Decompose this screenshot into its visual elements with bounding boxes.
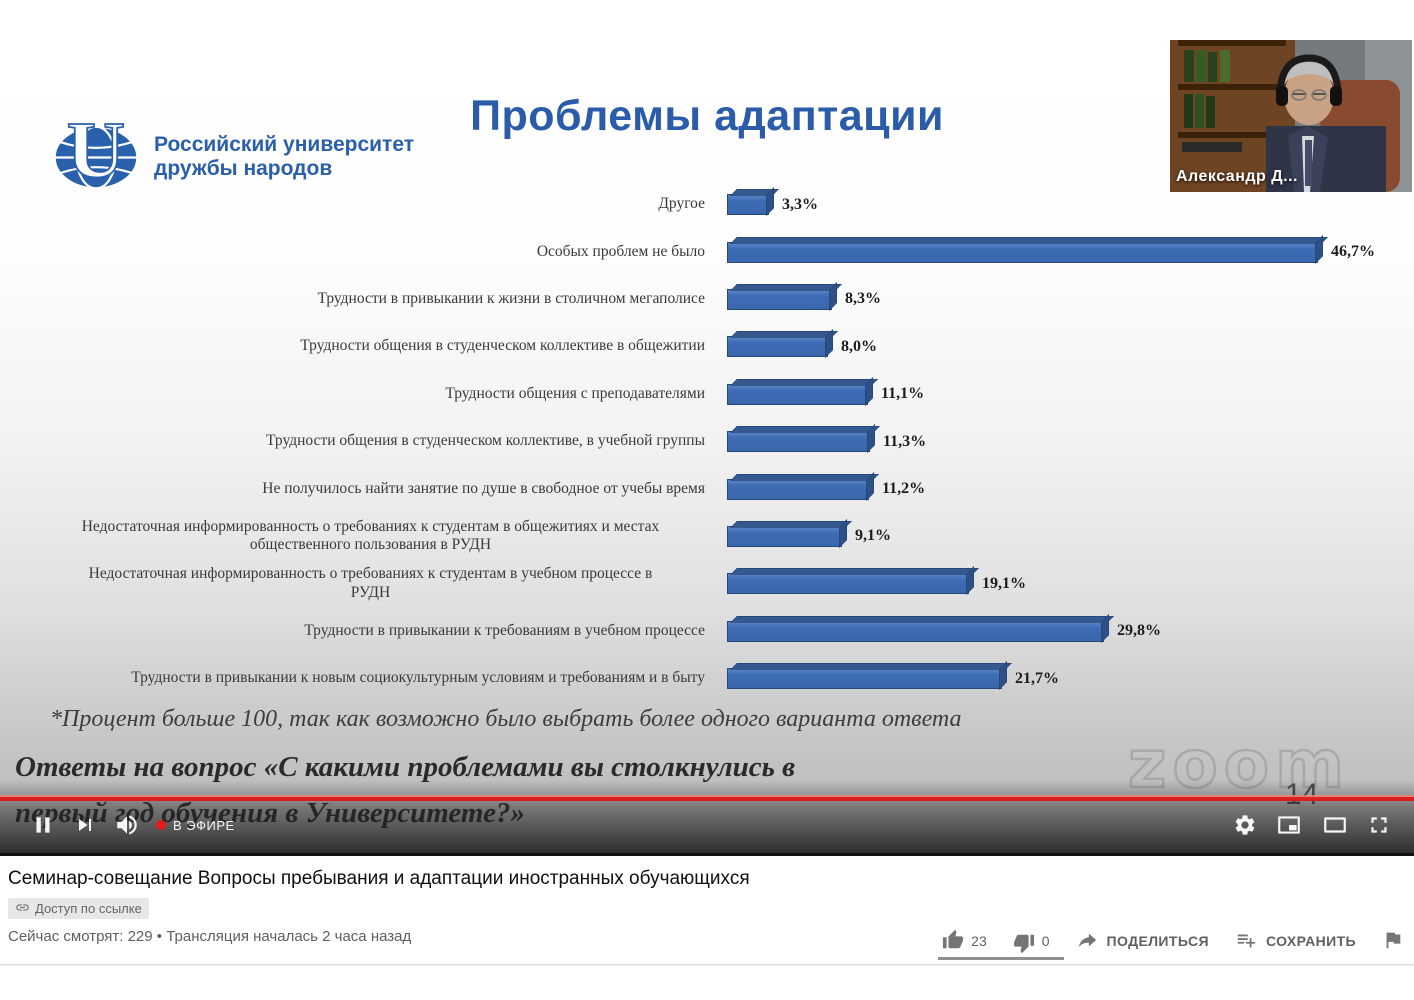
video-title: Семинар-совещание Вопросы пребывания и а…	[8, 868, 750, 889]
chart-value-label: 3,3%	[782, 195, 818, 213]
chart-row: Трудности общения в студенческом коллект…	[0, 323, 1368, 370]
chart-category-label: Трудности общения с преподавателями	[445, 384, 705, 402]
chart-row: Другое 3,3%	[0, 181, 1368, 228]
live-dot-icon	[156, 820, 166, 830]
chart-value-label: 11,3%	[883, 432, 927, 450]
chart-category-label: Недостаточная информированность о требов…	[81, 517, 660, 554]
pause-button[interactable]	[28, 806, 58, 844]
chart-bar	[727, 194, 769, 216]
save-button[interactable]: СОХРАНИТЬ	[1235, 929, 1356, 954]
webcam-overlay: Александр Д...	[1170, 40, 1412, 192]
page-divider	[0, 964, 1414, 965]
slide-footnote: *Процент больше 100, так как возможно бы…	[50, 706, 962, 732]
chart-row: Недостаточная информированность о требов…	[0, 560, 1368, 607]
chart-value-label: 29,8%	[1117, 622, 1161, 640]
share-arrow-icon	[1076, 929, 1098, 954]
chart-bar	[727, 241, 1318, 263]
live-indicator: В ЭФИРЕ	[156, 806, 235, 844]
chart-bar	[727, 336, 828, 358]
chart-row: Особых проблем не было 46,7%	[0, 228, 1375, 275]
chart-value-label: 21,7%	[1015, 669, 1059, 687]
slide-title: Проблемы адаптации	[470, 92, 944, 140]
chart-row: Недостаточная информированность о требов…	[0, 513, 1368, 560]
chart-value-label: 11,1%	[881, 385, 925, 403]
like-button[interactable]: 23	[942, 929, 987, 954]
chart-bar	[727, 431, 870, 453]
chart-bar	[727, 525, 842, 547]
theater-mode-icon[interactable]	[1320, 806, 1350, 844]
like-ratio-bar	[938, 957, 1064, 960]
chart-bar	[727, 478, 869, 500]
view-count-meta: Сейчас смотрят: 229 • Трансляция началас…	[8, 928, 412, 945]
chart-category-label: Трудности в привыкании к новым социокуль…	[131, 669, 705, 687]
chart-value-label: 8,3%	[845, 290, 881, 308]
chart-row: Трудности в привыкании к жизни в столичн…	[0, 276, 1368, 323]
dislike-button[interactable]: 0	[1013, 929, 1050, 954]
chart-category-label: Трудности в привыкании к требованиям в у…	[304, 621, 705, 639]
share-button[interactable]: ПОДЕЛИТЬСЯ	[1076, 929, 1209, 954]
flag-icon	[1382, 929, 1404, 954]
chart-row: Трудности общения в студенческом коллект…	[0, 418, 1368, 465]
chart-category-label: Трудности общения в студенческом коллект…	[300, 337, 705, 355]
webcam-name-label: Александр Д...	[1176, 168, 1298, 185]
chart-bar	[727, 573, 969, 595]
report-flag-button[interactable]	[1382, 929, 1404, 954]
chart-value-label: 19,1%	[982, 574, 1026, 592]
chart-bar	[727, 620, 1104, 642]
next-button[interactable]	[70, 806, 100, 844]
thumb-up-icon	[942, 929, 964, 954]
chart-value-label: 46,7%	[1331, 243, 1375, 261]
link-icon	[15, 900, 35, 918]
chart-bar	[727, 288, 832, 310]
player-controls: В ЭФИРЕ	[0, 806, 1414, 848]
chart-category-label: Недостаточная информированность о требов…	[88, 564, 653, 601]
volume-button[interactable]	[112, 806, 142, 844]
chart-value-label: 9,1%	[855, 527, 891, 545]
university-name: Российский университет дружбы народов	[154, 132, 415, 180]
chart-value-label: 8,0%	[841, 337, 877, 355]
video-player[interactable]: U Российский университет дружбы народов …	[0, 0, 1414, 856]
chart-category-label: Другое	[658, 195, 705, 213]
chart-category-label: Особых проблем не было	[536, 242, 705, 260]
university-logo: U Российский университет дружбы народов	[52, 104, 415, 205]
playlist-add-icon	[1235, 929, 1257, 954]
chart-rows: Другое 3,3% Особых проблем не было 46,7% Тру…	[0, 181, 1375, 702]
thumb-down-icon	[1013, 929, 1035, 954]
player-control-gradient	[0, 780, 1414, 856]
svg-text:U: U	[67, 108, 125, 195]
chart-category-label: Трудности общения в студенческом коллект…	[266, 432, 705, 450]
chart-row: Трудности общения с преподавателями 11,1%	[0, 371, 1368, 418]
action-bar: 23 0 ПОДЕЛИТЬСЯ СОХРАНИТЬ	[942, 924, 1404, 958]
miniplayer-icon[interactable]	[1274, 806, 1304, 844]
video-progress-bar[interactable]	[0, 797, 1414, 801]
chart-bar	[727, 383, 868, 405]
chart-row: Не получилось найти занятие по душе в св…	[0, 465, 1368, 512]
settings-gear-icon[interactable]	[1230, 806, 1260, 844]
fullscreen-icon[interactable]	[1364, 806, 1394, 844]
chart-row: Трудности в привыкании к требованиям в у…	[0, 608, 1368, 655]
chart-bar	[727, 668, 1002, 690]
chart-category-label: Не получилось найти занятие по душе в св…	[262, 479, 705, 497]
chart-value-label: 11,2%	[882, 480, 926, 498]
access-badge: Доступ по ссылке	[8, 898, 149, 919]
globe-logo-icon: U	[52, 104, 140, 205]
chart-category-label: Трудности в привыкании к жизни в столичн…	[317, 290, 705, 308]
chart-row: Трудности в привыкании к новым социокуль…	[0, 655, 1368, 702]
